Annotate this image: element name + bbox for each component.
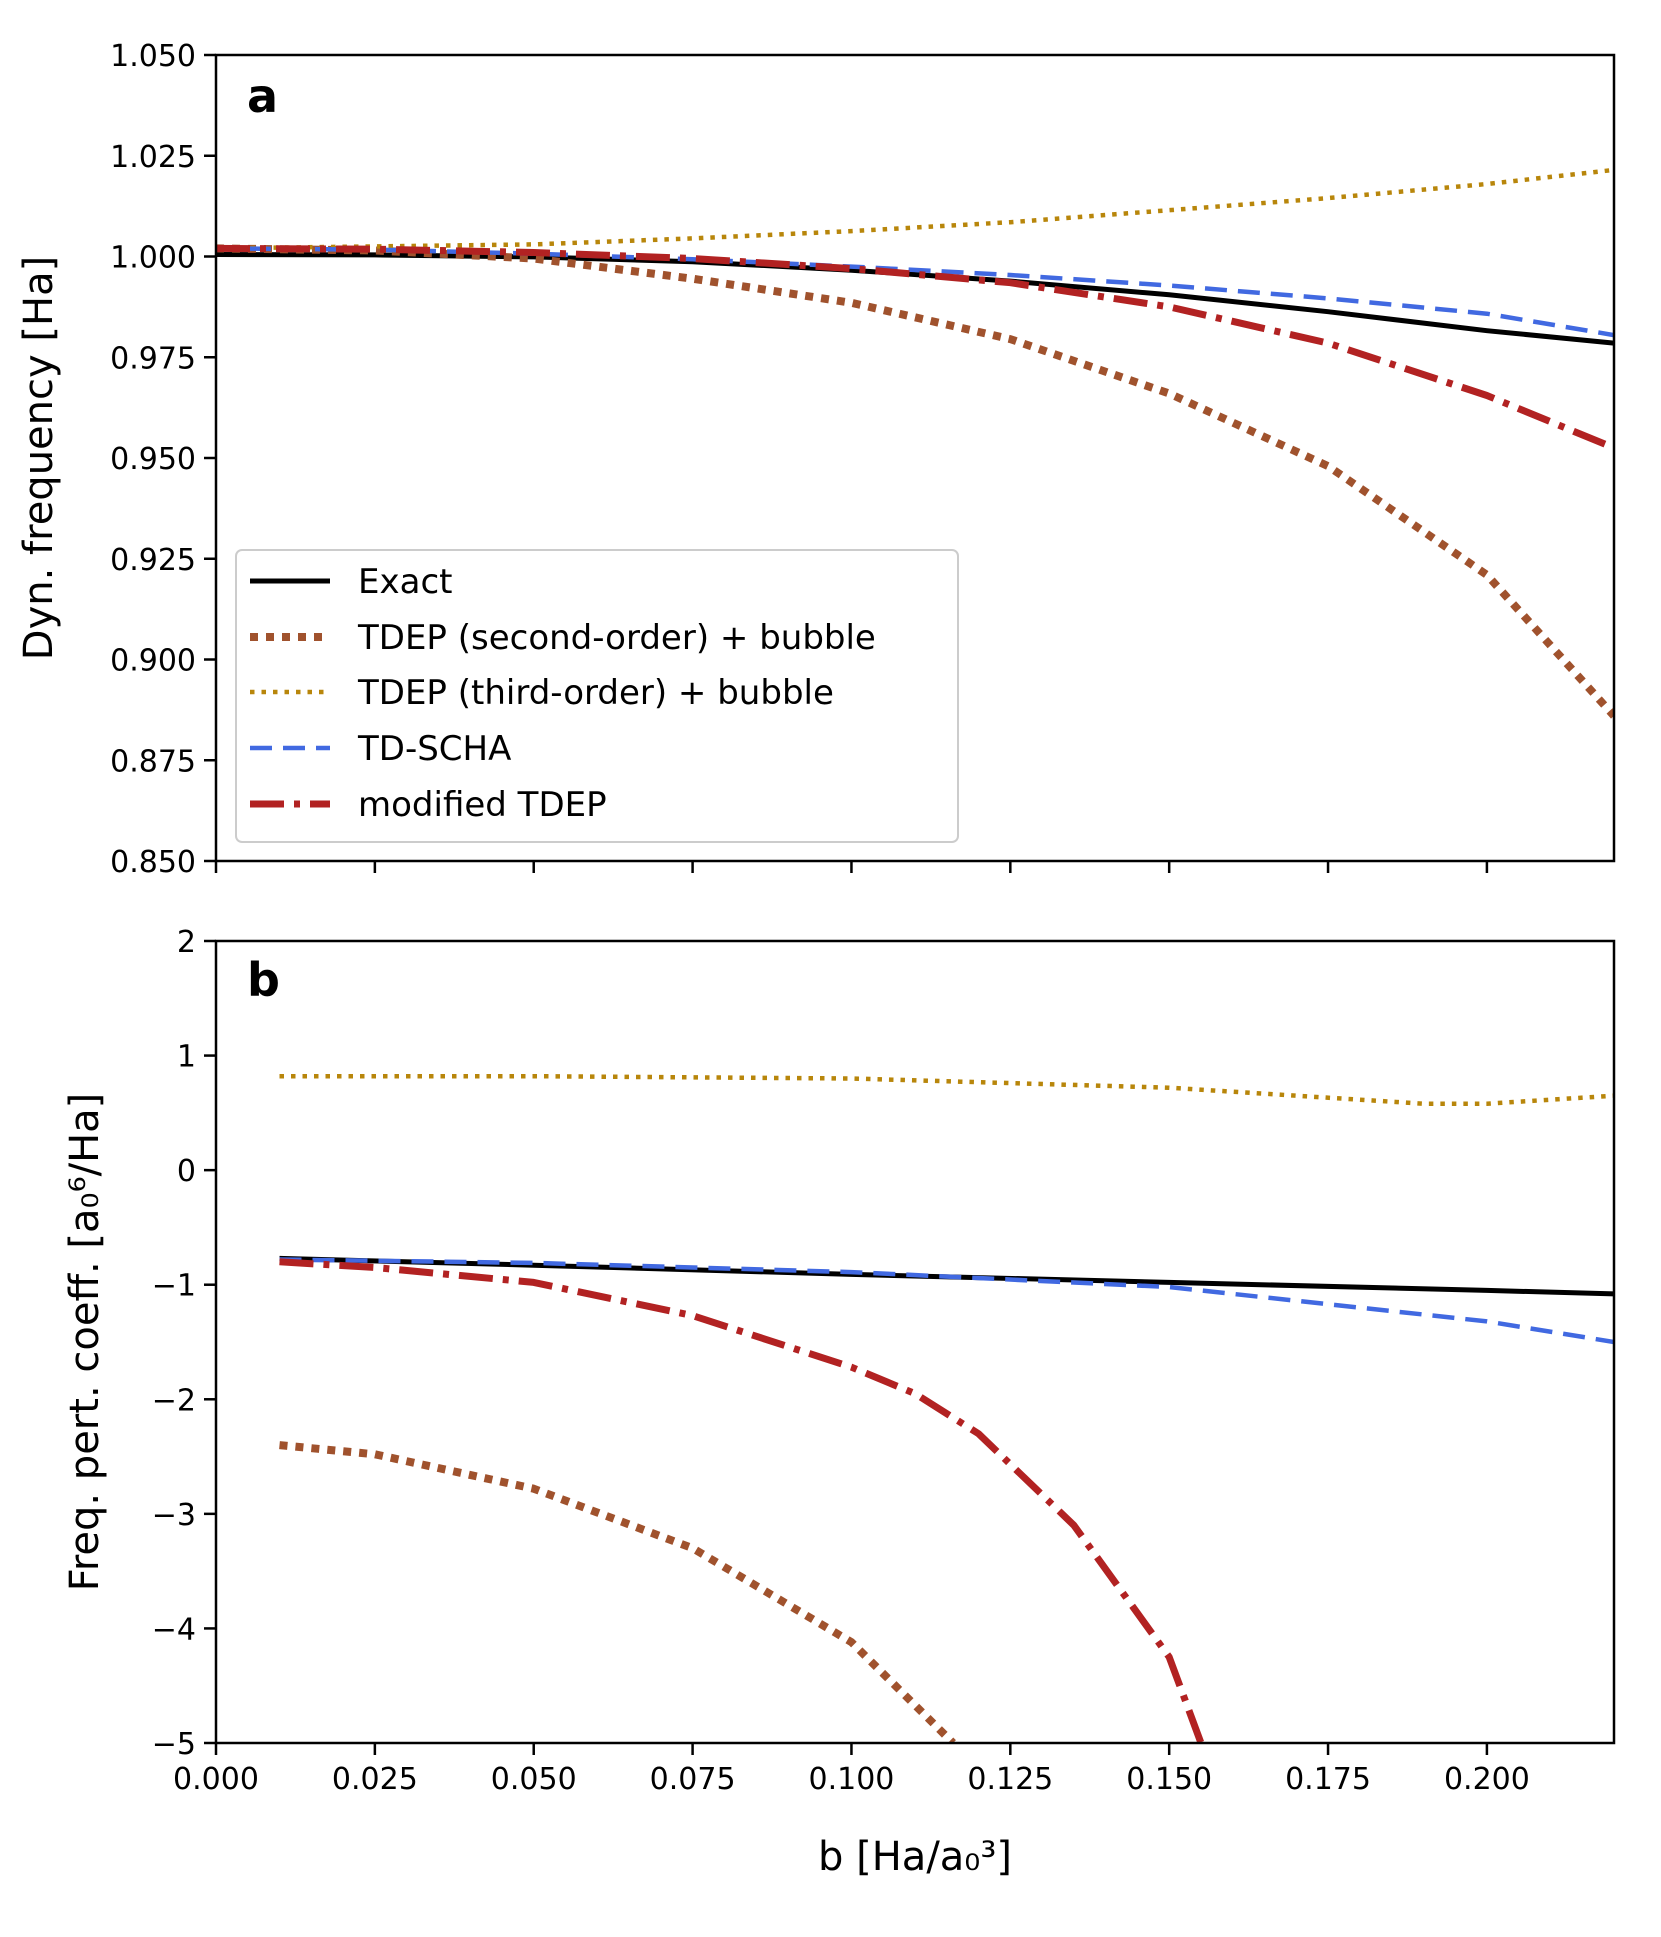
panel-a-y-tick-label: 0.900 [110, 644, 196, 679]
panel-b-x-tick-label: 0.075 [650, 1762, 736, 1797]
panel-b-series-tdscha [279, 1257, 1614, 1345]
panel-a-y-ticks: 0.850 0.875 0.900 0.925 0.950 0.975 1.000 1.025… [110, 39, 216, 880]
panel-b-x-tick-label: 0.175 [1285, 1762, 1371, 1797]
panel-a-series-exact [216, 252, 1614, 346]
panel-b-y-ticks: −5 −4 −3 −2 −1 0 1 2 [152, 925, 216, 1762]
legend-label-tdep3: TDEP (third-order) + bubble [357, 673, 834, 713]
panel-a-series-group [216, 167, 1614, 719]
legend-frame [235, 549, 959, 843]
legend-label-tdep2: TDEP (second-order) + bubble [357, 618, 876, 658]
panel-b-x-tick-label: 0.150 [1126, 1762, 1212, 1797]
panel-b-y-tick-label: 2 [177, 925, 196, 960]
panel-b-y-axis-label: Freq. pert. coeff. [a₀⁶/Ha] [62, 1093, 108, 1592]
panel-b-y-tick-label: −3 [152, 1498, 196, 1533]
panel-a-x-ticks [214, 861, 1489, 873]
panel-b-series-tdep2 [279, 1441, 956, 1743]
panel-a-y-tick-label: 0.875 [110, 744, 196, 779]
panel-b-y-tick-label: 0 [177, 1154, 196, 1189]
panel-b-letter: b [247, 953, 280, 1007]
panel-b-series-mtdep [279, 1258, 1205, 1743]
panel-a-letter: a [247, 69, 278, 123]
panel-b-x-tick-label: 0.100 [809, 1762, 895, 1797]
panel-b-x-tick-label: 0.025 [332, 1762, 418, 1797]
panel-a-y-tick-label: 0.925 [110, 543, 196, 578]
panel-a-y-tick-label: 0.950 [110, 442, 196, 477]
panel-b-frame [214, 939, 1616, 1745]
panel-b-x-axis-label: b [Ha/a₀³] [818, 1834, 1012, 1880]
panel-a-dynamic-frequency: 0.850 0.875 0.900 0.925 0.950 0.975 1.000 1.025… [16, 39, 1616, 880]
panel-a-series-tdep2 [216, 244, 1614, 719]
panel-b-x-tick-label: 0.000 [173, 1762, 259, 1797]
panel-b-y-tick-label: −2 [152, 1383, 196, 1418]
panel-b-x-tick-label: 0.125 [967, 1762, 1053, 1797]
panel-a-y-tick-label: 1.050 [110, 39, 196, 74]
legend-label-mtdep: modified TDEP [358, 785, 607, 825]
legend-label-tdscha: TD-SCHA [357, 729, 511, 769]
panel-a-y-tick-label: 1.025 [110, 140, 196, 175]
panel-b-x-tick-label: 0.200 [1444, 1762, 1530, 1797]
panel-a-y-tick-label: 1.000 [110, 241, 196, 276]
panel-b-y-tick-label: −4 [152, 1612, 196, 1647]
panel-b-y-tick-label: −1 [152, 1269, 196, 1304]
legend: Exact TDEP (second-order) + bubble TDEP … [235, 549, 959, 843]
panel-b-series-tdep3 [279, 1073, 1614, 1106]
panel-b-x-tick-label: 0.050 [491, 1762, 577, 1797]
panel-b-series-group [279, 1073, 1614, 1743]
panel-a-y-tick-label: 0.975 [110, 341, 196, 376]
panel-b-x-ticks: 0.000 0.025 0.050 0.075 0.100 0.125 0.150 0.175… [173, 1743, 1530, 1797]
legend-label-exact: Exact [358, 562, 452, 602]
panel-a-y-tick-label: 0.850 [110, 845, 196, 880]
panel-a-series-mtdep [216, 244, 1614, 452]
panel-b-y-tick-label: 1 [177, 1040, 196, 1075]
panel-a-series-tdep3 [216, 167, 1614, 251]
panel-b-y-tick-label: −5 [152, 1727, 196, 1762]
panel-a-y-axis-label: Dyn. frequency [Ha] [16, 256, 62, 660]
panel-a-series-tdscha [216, 246, 1614, 338]
